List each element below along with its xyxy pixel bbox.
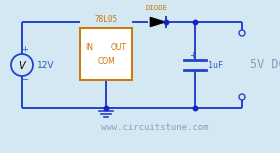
Circle shape bbox=[11, 54, 33, 76]
Text: 78L05: 78L05 bbox=[94, 15, 118, 24]
Text: +: + bbox=[22, 45, 29, 54]
Text: OUT: OUT bbox=[111, 43, 127, 52]
Text: 5V DC: 5V DC bbox=[250, 58, 280, 71]
FancyBboxPatch shape bbox=[80, 28, 132, 80]
Circle shape bbox=[239, 30, 245, 36]
Text: V: V bbox=[19, 61, 25, 71]
Text: 1uF: 1uF bbox=[208, 60, 223, 69]
Text: www.circuitstune.com: www.circuitstune.com bbox=[101, 123, 209, 132]
Text: IN: IN bbox=[85, 43, 93, 52]
Text: −: − bbox=[22, 75, 29, 84]
Text: COM: COM bbox=[97, 58, 115, 67]
Text: 12V: 12V bbox=[37, 60, 55, 69]
Circle shape bbox=[239, 94, 245, 100]
Text: DIODE: DIODE bbox=[145, 5, 167, 11]
Polygon shape bbox=[150, 17, 166, 27]
Text: +: + bbox=[190, 50, 197, 60]
